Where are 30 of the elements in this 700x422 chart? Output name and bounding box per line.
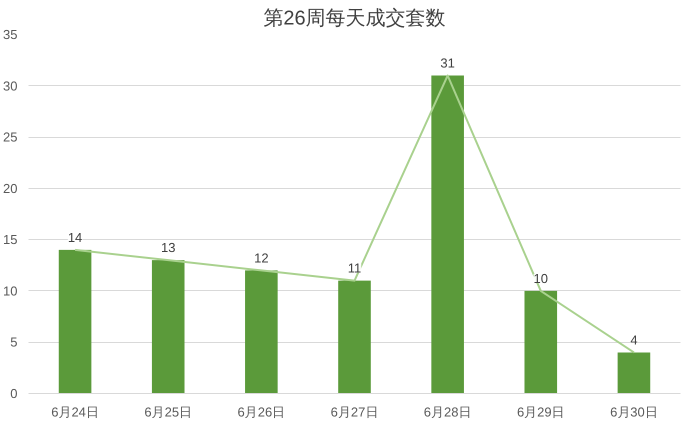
bar: [618, 352, 650, 394]
bar: [152, 260, 185, 394]
y-tick-label: 0: [10, 386, 18, 401]
data-label: 10: [534, 270, 548, 286]
data-label: 13: [160, 240, 176, 256]
x-tick-label: 6月26日: [238, 404, 286, 420]
x-tick-label: 6月27日: [330, 404, 378, 420]
bar: [245, 270, 278, 394]
y-tick-label: 5: [10, 334, 18, 350]
x-tick-label: 6月25日: [144, 404, 192, 420]
bar: [58, 250, 92, 394]
bar: [338, 280, 371, 394]
x-tick-label: 6月30日: [610, 404, 658, 420]
y-tick-label: 20: [3, 180, 18, 196]
x-tick-label: 6月28日: [424, 404, 472, 420]
chart-title: 第26周每天成交套数: [263, 8, 446, 30]
x-tick-label: 6月24日: [51, 404, 99, 420]
data-label: 14: [68, 230, 82, 245]
bar: [431, 76, 464, 394]
y-tick-label: 10: [3, 283, 18, 298]
data-label: 31: [440, 56, 455, 71]
x-tick-label: 6月29日: [516, 404, 565, 420]
y-tick-label: 30: [3, 78, 18, 94]
data-label: 4: [630, 332, 638, 348]
y-tick-label: 15: [3, 232, 18, 248]
data-label: 12: [254, 250, 269, 266]
bar: [524, 290, 558, 394]
y-tick-label: 35: [3, 27, 18, 42]
data-label: 11: [348, 260, 362, 276]
y-tick-label: 25: [3, 130, 18, 145]
